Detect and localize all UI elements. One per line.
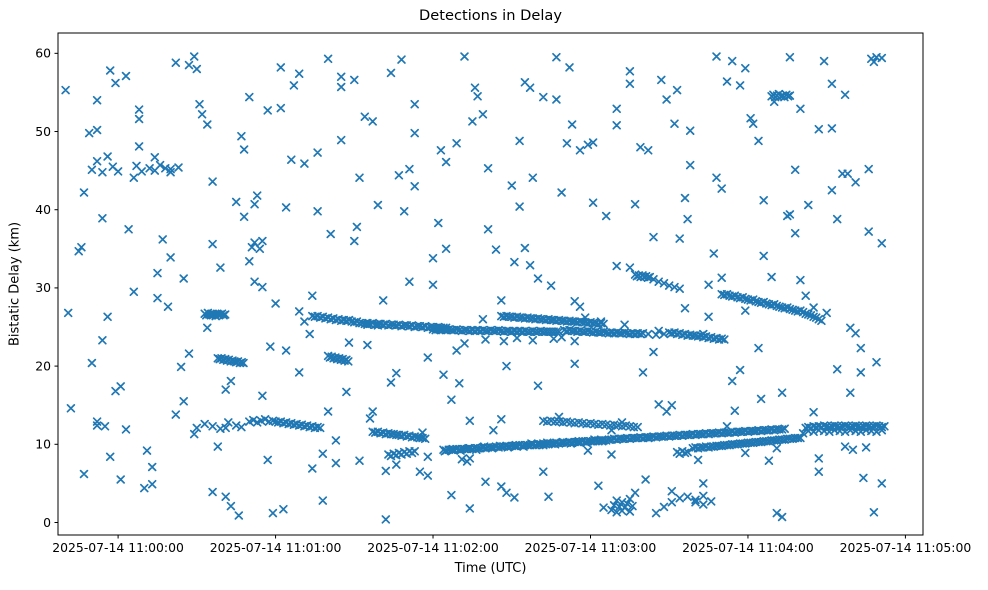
x-tick-label: 2025-07-14 11:05:00 <box>840 540 972 555</box>
y-axis-label: Bistatic Delay (km) <box>7 221 23 347</box>
y-tick-label: 50 <box>35 124 51 139</box>
y-tick-label: 0 <box>43 515 51 530</box>
x-tick-label: 2025-07-14 11:00:00 <box>52 540 184 555</box>
x-tick-label: 2025-07-14 11:03:00 <box>525 540 657 555</box>
x-tick-label: 2025-07-14 11:04:00 <box>682 540 814 555</box>
x-tick-label: 2025-07-14 11:02:00 <box>367 540 499 555</box>
y-tick-label: 40 <box>35 202 51 217</box>
scatter-points <box>61 52 889 524</box>
y-tick-label: 30 <box>35 280 51 295</box>
y-tick-label: 20 <box>35 358 51 373</box>
x-axis-label: Time (UTC) <box>454 561 527 576</box>
y-tick-label: 10 <box>35 437 51 452</box>
x-tick-label: 2025-07-14 11:01:00 <box>210 540 342 555</box>
chart-title: Detections in Delay <box>419 7 562 24</box>
axes-frame <box>57 32 924 536</box>
y-tick-label: 60 <box>35 46 51 61</box>
